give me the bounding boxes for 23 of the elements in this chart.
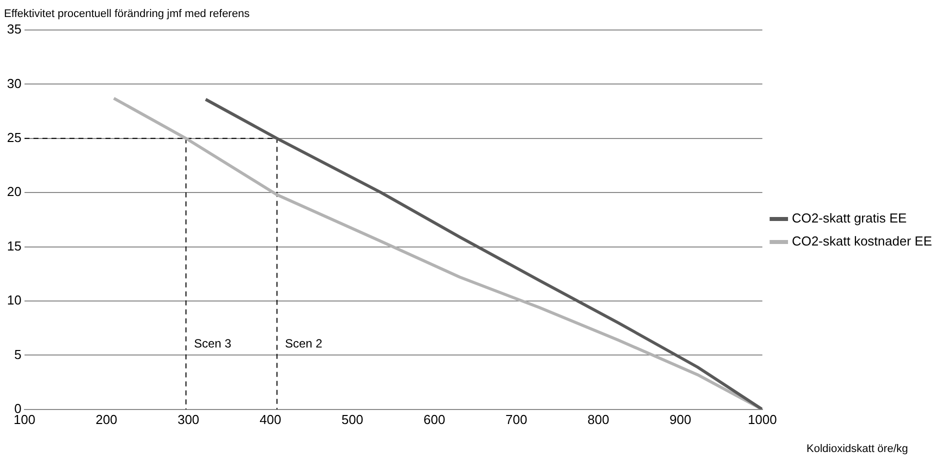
x-axis-title: Koldioxidskatt öre/kg [806, 443, 908, 455]
annotation: Scen 3 [194, 336, 232, 351]
x-tick-label: 200 [96, 412, 118, 427]
x-tick-label: 1000 [748, 412, 777, 427]
x-tick-label: 800 [588, 412, 610, 427]
legend-label: CO2-skatt kostnader EE [792, 234, 932, 249]
y-tick-label: 35 [6, 22, 22, 37]
y-tick-label: 30 [6, 76, 22, 91]
x-tick-label: 500 [342, 412, 364, 427]
x-tick-label: 600 [424, 412, 446, 427]
y-tick-label: 0 [14, 400, 22, 416]
legend-label: CO2-skatt gratis EE [792, 210, 908, 226]
x-tick-label: 300 [178, 412, 200, 427]
x-tick-label: 700 [506, 412, 528, 427]
y-tick-label: 25 [6, 130, 22, 145]
annotation: Scen 2 [284, 336, 323, 351]
x-tick-label: 400 [260, 412, 282, 427]
y-tick-label: 5 [14, 346, 22, 362]
x-tick-label: 900 [669, 412, 692, 427]
y-tick-label: 15 [6, 238, 22, 254]
y-axis-title: Effektivitet procentuell förändring jmf med referens [4, 8, 250, 20]
y-tick-label: 20 [6, 184, 22, 200]
y-tick-label: 10 [6, 292, 22, 308]
